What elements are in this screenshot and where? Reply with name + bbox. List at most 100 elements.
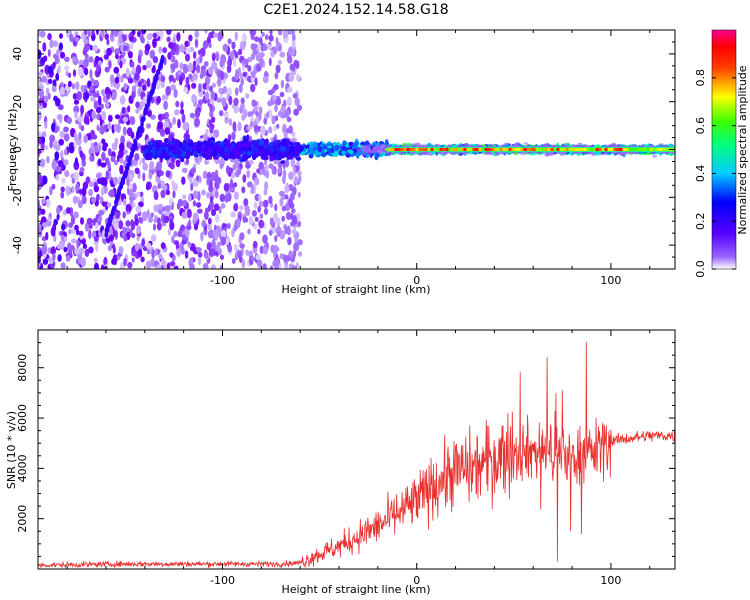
- spectrogram-cell: [60, 191, 65, 199]
- spectrogram-cell: [93, 59, 97, 68]
- spectrogram-cell: [62, 159, 69, 166]
- spectrogram-cell: [233, 182, 238, 188]
- spectrogram-cell: [91, 196, 97, 204]
- spectrogram-cell: [160, 257, 166, 266]
- spectrogram-cell: [141, 30, 147, 35]
- spectrogram-cell: [56, 114, 63, 121]
- spectrogram-cell: [202, 170, 208, 179]
- spectrogram-cell: [291, 228, 297, 235]
- spectrogram-cell: [250, 256, 256, 262]
- spectrogram-cell: [161, 94, 166, 101]
- spectrogram-cell: [73, 139, 77, 149]
- spectrogram-cell: [451, 152, 456, 156]
- spectrogram-cell: [38, 111, 42, 121]
- spectrogram-cell: [124, 235, 128, 242]
- spectrogram-cell: [398, 152, 403, 156]
- spectrogram-cell: [129, 116, 136, 126]
- spectrogram-cell: [158, 254, 163, 260]
- spectrogram-cell: [119, 183, 124, 190]
- spectrogram-cell: [209, 196, 214, 203]
- spectrogram-cell: [269, 154, 275, 162]
- spectrogram-cell: [172, 190, 176, 199]
- spectrogram-cell: [141, 211, 148, 222]
- spectrogram-cell: [46, 155, 50, 164]
- spectrogram-cell: [196, 208, 203, 214]
- spectrogram-cell: [225, 237, 230, 246]
- spectrogram-cell: [68, 228, 72, 235]
- spectrogram-cell: [170, 153, 175, 158]
- spectrogram-cell: [288, 141, 294, 146]
- spectrogram-cell: [97, 95, 102, 106]
- spectrogram-cell: [237, 250, 243, 259]
- spectrogram-cell: [268, 57, 272, 67]
- spectrogram-cell: [100, 89, 106, 95]
- spectrogram-cell: [281, 139, 288, 145]
- spectrogram-cell: [183, 87, 189, 93]
- spectrogram-cell: [296, 104, 303, 112]
- spectrogram-cell: [217, 77, 222, 87]
- spectrogram-cell: [218, 87, 223, 94]
- spectrogram-cell: [132, 202, 136, 208]
- spectrogram-cell: [152, 223, 157, 231]
- spectrogram-cell: [68, 222, 73, 229]
- spectrogram-cell: [293, 176, 299, 185]
- spectrogram-cell: [159, 127, 165, 137]
- spectrogram-cell: [88, 188, 94, 197]
- spectrogram-cell: [268, 163, 274, 169]
- spectrogram-cell: [291, 265, 298, 269]
- spectrogram-cell: [83, 45, 90, 53]
- spectrogram-cell: [269, 30, 273, 35]
- spectrogram-cell: [113, 205, 117, 212]
- spectrogram-cell: [259, 125, 266, 135]
- spectrogram-cell: [104, 66, 110, 73]
- spectrogram-cell: [51, 85, 57, 93]
- spectrogram-cell: [284, 194, 289, 200]
- spectrogram-cell: [206, 177, 211, 186]
- spectrogram-cell: [81, 186, 87, 197]
- spectrogram-cell: [258, 219, 265, 229]
- spectrogram-cell: [264, 181, 269, 191]
- spectrogram-cell: [158, 63, 163, 70]
- spectrogram-cell: [277, 30, 283, 36]
- spectrogram-cell: [180, 101, 184, 110]
- spectrogram-cell: [298, 145, 304, 152]
- spectrogram-cell: [282, 123, 287, 134]
- spectrogram-cell: [206, 242, 212, 251]
- spectrogram-cell: [237, 121, 242, 132]
- spectrogram-cell: [240, 77, 244, 86]
- spectrogram-cell: [269, 265, 274, 269]
- spectrogram-cell: [98, 145, 102, 153]
- spectrogram-cell: [287, 236, 292, 246]
- spectrogram-cell: [58, 42, 64, 51]
- spectrogram-cell: [107, 114, 113, 123]
- spectrogram-cell: [157, 203, 164, 210]
- spectrogram-cell: [101, 151, 106, 161]
- spectrogram-cell: [330, 147, 335, 152]
- spectrogram-cell: [209, 110, 214, 118]
- spectrogram-cell: [200, 231, 204, 242]
- spectrogram-cell: [108, 226, 113, 236]
- spectrogram-cell: [463, 151, 469, 155]
- spectrogram-cell: [268, 142, 274, 147]
- spectrogram-cell: [96, 30, 99, 36]
- spectrogram-cell: [49, 39, 54, 49]
- spectrogram-cell: [204, 211, 209, 220]
- spectrogram-cell: [192, 212, 199, 222]
- spectrogram-cell: [309, 148, 315, 155]
- spectrogram-cell: [79, 167, 85, 173]
- spectrogram-cell: [83, 91, 90, 100]
- spectrogram-cell: [136, 225, 142, 235]
- spectrogram-cell: [42, 222, 48, 228]
- spectrogram-cell: [295, 262, 299, 268]
- spectrogram-cell: [257, 228, 261, 235]
- spectrogram-cell: [258, 112, 262, 121]
- spectrogram-cell: [184, 250, 189, 259]
- spectrogram-cell: [140, 117, 145, 123]
- spectrogram-cell: [208, 248, 214, 258]
- spectrogram-cell: [192, 200, 197, 207]
- spectrogram-cell: [38, 71, 44, 77]
- spectrogram-cell: [515, 142, 521, 145]
- spectrogram-cell: [181, 167, 188, 173]
- spectrogram-cell: [38, 223, 42, 230]
